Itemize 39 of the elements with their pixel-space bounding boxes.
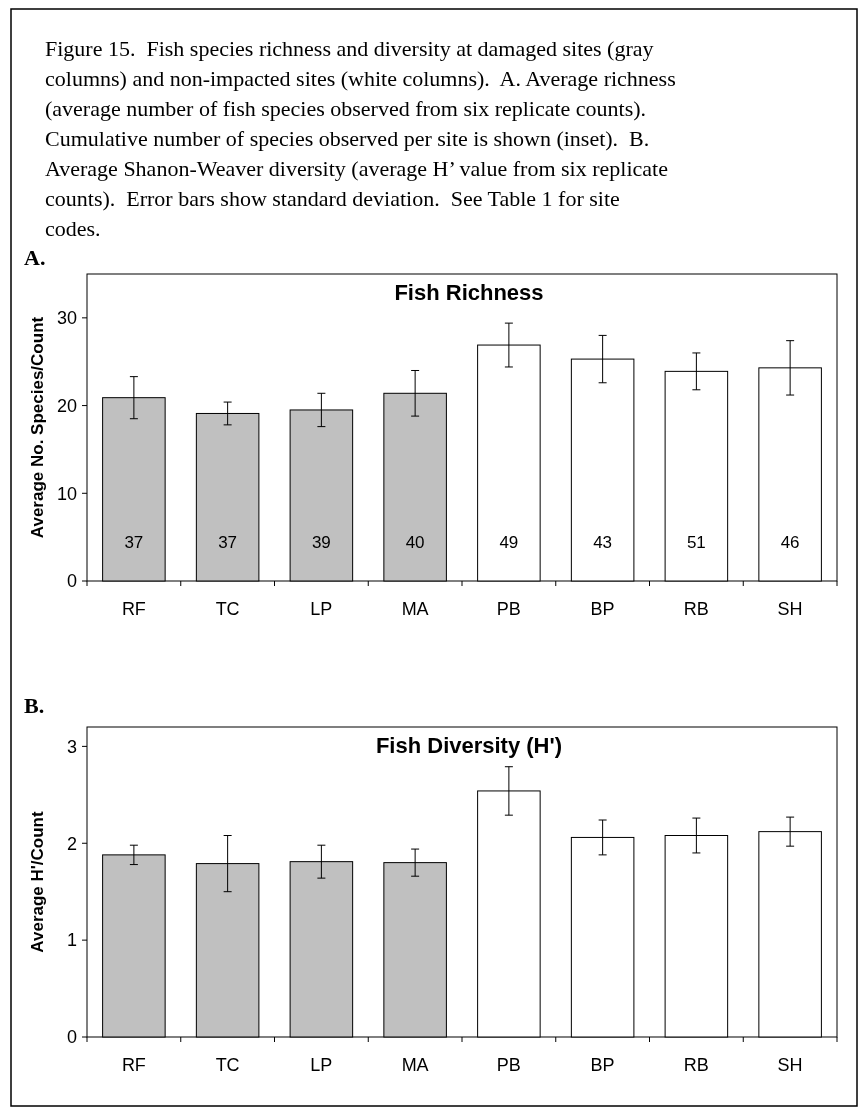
x-tick-label: LP — [310, 599, 333, 619]
x-tick-label: RB — [683, 1055, 709, 1075]
x-tick-label: LP — [310, 1055, 333, 1075]
x-tick-label: PB — [496, 1055, 521, 1075]
y-tick-label: 20 — [56, 395, 77, 416]
x-tick-label: MA — [401, 599, 429, 619]
text: B. — [24, 693, 45, 718]
x-tick-label: BP — [590, 1055, 615, 1075]
x-tick-label: TC — [215, 1055, 240, 1075]
x-tick-label: SH — [777, 1055, 803, 1075]
y-axis-title: Average No. Species/Count — [28, 316, 47, 539]
x-tick-label: RB — [683, 599, 709, 619]
y-tick-label: 2 — [66, 833, 77, 854]
x-tick-label: MA — [401, 1055, 429, 1075]
y-tick-label: 1 — [66, 930, 77, 951]
annotation: 37 — [124, 532, 144, 552]
annotation: 40 — [405, 532, 425, 552]
text: A. — [24, 245, 46, 270]
annotation: 51 — [686, 532, 706, 552]
chart-title: Fish Richness — [394, 280, 544, 305]
x-tick-label: RF — [121, 599, 146, 619]
x-tick-label: BP — [590, 599, 615, 619]
annotation: 37 — [218, 532, 238, 552]
annotation: 43 — [593, 532, 613, 552]
y-tick-label: 10 — [56, 483, 77, 504]
y-axis-title: Average H'/Count — [28, 811, 47, 953]
x-tick-label: PB — [496, 599, 521, 619]
x-tick-label: SH — [777, 599, 803, 619]
chart-title: Fish Diversity (H') — [375, 733, 563, 758]
y-tick-label: 0 — [66, 1027, 77, 1048]
annotation: 46 — [780, 532, 800, 552]
annotation: 49 — [499, 532, 519, 552]
caption: Figure 15. Fish species richness and diversity at damaged sites (gray columns) and non-impacted sites (white columns). A. Average richness (average number of fish species observed from six replicate counts). Cumulative number of species observed per site is shown (inset). B. Average Shanon-Weaver diversity (average H’ value from six replicate counts). Error bars show standard deviation. See Table 1 for site codes. — [45, 36, 676, 241]
x-tick-label: TC — [215, 599, 240, 619]
y-tick-label: 3 — [66, 736, 77, 757]
annotation: 39 — [311, 532, 331, 552]
y-tick-label: 0 — [66, 571, 77, 592]
y-tick-label: 30 — [56, 308, 77, 329]
x-tick-label: RF — [121, 1055, 146, 1075]
